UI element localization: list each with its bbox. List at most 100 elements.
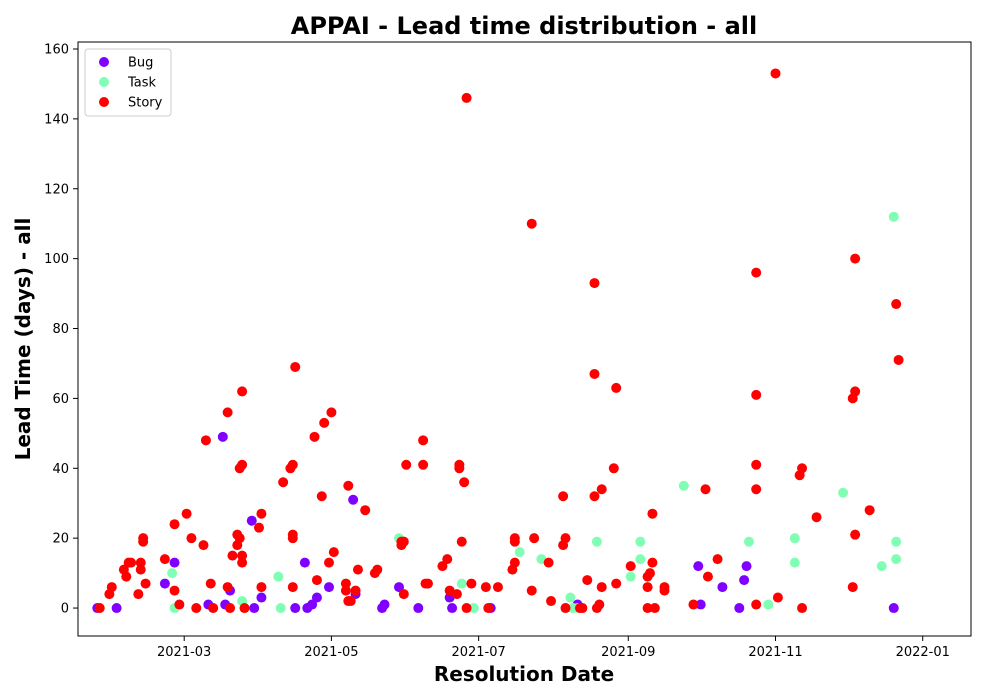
- story-point: [200, 435, 211, 446]
- task-point: [678, 480, 689, 491]
- task-point: [273, 571, 284, 582]
- story-point: [208, 603, 219, 614]
- task-point: [888, 211, 899, 222]
- story-point: [649, 603, 660, 614]
- task-point: [891, 554, 902, 565]
- story-point: [797, 603, 808, 614]
- story-point: [589, 278, 600, 289]
- story-point: [659, 585, 670, 596]
- task-point: [456, 578, 467, 589]
- bug-point: [246, 515, 257, 526]
- story-point: [227, 550, 238, 561]
- story-point: [480, 582, 491, 593]
- story-point: [647, 557, 658, 568]
- bug-point: [693, 561, 704, 572]
- plot-frame: [77, 41, 972, 637]
- story-point: [239, 603, 250, 614]
- bug-point: [217, 431, 228, 442]
- story-point: [751, 459, 762, 470]
- story-point: [466, 578, 477, 589]
- story-point: [891, 299, 902, 310]
- task-point: [625, 571, 636, 582]
- plot-marks: [92, 68, 904, 614]
- story-point: [850, 253, 861, 264]
- x-tick-label: 2021-03: [157, 645, 211, 660]
- story-point: [893, 354, 904, 365]
- y-tick-label: 140: [44, 112, 69, 127]
- story-point: [526, 585, 537, 596]
- story-point: [847, 582, 858, 593]
- story-point: [456, 536, 467, 547]
- story-point: [483, 603, 494, 614]
- story-point: [560, 603, 571, 614]
- story-point: [340, 578, 351, 589]
- story-point: [461, 603, 472, 614]
- story-point: [198, 540, 209, 551]
- bug-point: [379, 599, 390, 610]
- story-point: [543, 557, 554, 568]
- story-point: [712, 554, 723, 565]
- story-point: [647, 508, 658, 519]
- story-point: [437, 561, 448, 572]
- story-point: [702, 571, 713, 582]
- legend: Bug Task Story: [84, 48, 172, 117]
- x-tick-label: 2022-01: [896, 645, 950, 660]
- story-point: [316, 491, 327, 502]
- bug-point: [741, 561, 752, 572]
- bug-point: [307, 599, 318, 610]
- story-point: [133, 589, 144, 600]
- story-point: [422, 578, 433, 589]
- task-point: [591, 536, 602, 547]
- x-axis-label: Resolution Date: [434, 662, 614, 686]
- story-point: [309, 431, 320, 442]
- story-point: [558, 491, 569, 502]
- legend-marker-story: [99, 97, 109, 107]
- story-point: [138, 533, 149, 544]
- story-point: [589, 368, 600, 379]
- story-point: [237, 557, 248, 568]
- y-tick-label: 40: [52, 462, 69, 477]
- bug-point: [169, 557, 180, 568]
- story-point: [278, 477, 289, 488]
- story-point: [751, 599, 762, 610]
- story-point: [811, 512, 822, 523]
- x-tick-label: 2021-05: [304, 645, 358, 660]
- story-point: [225, 603, 236, 614]
- story-point: [642, 603, 653, 614]
- story-point: [328, 547, 339, 558]
- legend-label-task: Task: [127, 76, 157, 91]
- story-point: [350, 585, 361, 596]
- bug-point: [739, 575, 750, 586]
- legend-marker-task: [99, 77, 109, 87]
- story-point: [596, 582, 607, 593]
- story-point: [451, 589, 462, 600]
- bug-point: [717, 582, 728, 593]
- story-point: [121, 571, 132, 582]
- story-point: [582, 575, 593, 586]
- bug-point: [888, 603, 899, 614]
- story-point: [509, 557, 520, 568]
- story-point: [135, 564, 146, 575]
- story-point: [526, 218, 537, 229]
- story-point: [140, 578, 151, 589]
- story-point: [509, 536, 520, 547]
- story-point: [191, 603, 202, 614]
- story-point: [326, 407, 337, 418]
- x-tick-label: 2021-09: [601, 645, 655, 660]
- story-point: [645, 568, 655, 579]
- y-tick-label: 100: [44, 252, 69, 267]
- story-point: [126, 557, 137, 568]
- story-point: [797, 463, 808, 474]
- story-point: [688, 599, 699, 610]
- bug-point: [299, 557, 310, 568]
- story-point: [324, 557, 335, 568]
- bug-point: [249, 603, 260, 614]
- story-point: [256, 508, 267, 519]
- story-point: [343, 480, 354, 491]
- task-point: [468, 603, 479, 614]
- story-point: [222, 407, 233, 418]
- task-point: [167, 568, 178, 579]
- story-point: [864, 505, 875, 516]
- story-point: [454, 459, 465, 470]
